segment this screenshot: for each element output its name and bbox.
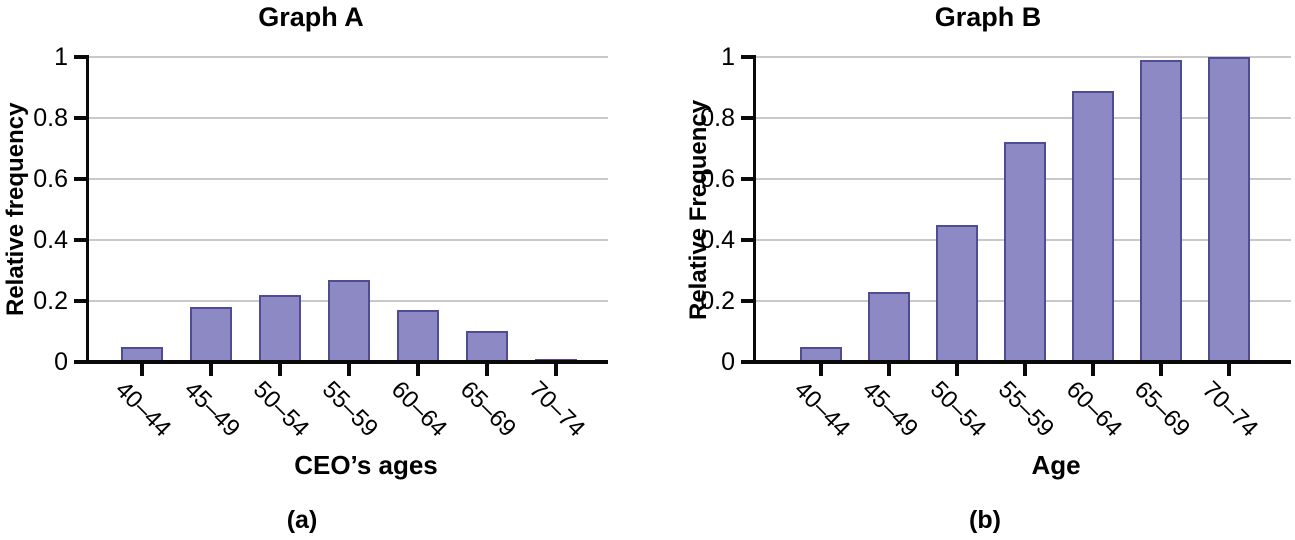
gridline	[755, 56, 1291, 58]
x-tick-label: 45–49	[856, 376, 924, 443]
histogram-bar	[259, 295, 301, 362]
subfigure-caption: (a)	[286, 506, 318, 534]
histogram-bar	[1140, 60, 1182, 362]
gridline	[88, 117, 608, 119]
histogram-bar	[800, 347, 842, 362]
y-axis-line	[753, 55, 756, 364]
y-tick-label: 0.4	[700, 226, 735, 254]
y-tick-label: 1	[54, 43, 68, 71]
histogram-bar	[936, 225, 978, 362]
x-axis-tick	[819, 364, 823, 376]
x-axis-tick	[278, 364, 282, 376]
x-axis-line	[74, 360, 608, 364]
gridline	[755, 117, 1291, 119]
histogram-bar	[328, 280, 370, 362]
y-tick-label: 0.2	[33, 287, 68, 315]
x-axis-tick	[1091, 364, 1095, 376]
y-axis-tick	[74, 238, 88, 242]
x-axis-tick	[554, 364, 558, 376]
x-axis-tick	[347, 364, 351, 376]
y-axis-line	[86, 55, 89, 364]
x-tick-label: 60–64	[385, 376, 453, 443]
x-tick-label: 40–44	[109, 376, 177, 443]
gridline	[88, 239, 608, 241]
y-axis-tick	[74, 177, 88, 181]
y-axis-tick	[74, 116, 88, 120]
y-tick-label: 0.6	[33, 165, 68, 193]
y-tick-label: 0.8	[700, 104, 735, 132]
x-tick-label: 50–54	[924, 376, 992, 443]
x-tick-label: 65–69	[1128, 376, 1196, 443]
y-tick-label: 1	[721, 43, 735, 71]
y-axis-tick	[741, 116, 755, 120]
y-axis-tick	[741, 55, 755, 59]
y-tick-label: 0.6	[700, 165, 735, 193]
x-tick-label: 50–54	[247, 376, 315, 443]
histogram-bar	[1072, 91, 1114, 362]
histogram-bar	[397, 310, 439, 362]
y-axis-tick	[74, 299, 88, 303]
x-axis-tick	[209, 364, 213, 376]
x-axis-tick	[1227, 364, 1231, 376]
gridline	[88, 56, 608, 58]
y-tick-label: 0	[54, 348, 68, 376]
histogram-bar	[1004, 142, 1046, 362]
x-tick-label: 65–69	[454, 376, 522, 443]
histogram-bar	[190, 307, 232, 362]
x-axis-tick	[485, 364, 489, 376]
x-axis-label: Age	[1031, 450, 1081, 480]
histogram-bar	[466, 331, 508, 362]
x-tick-label: 60–64	[1060, 376, 1128, 443]
x-axis-tick	[1023, 364, 1027, 376]
subfigure-caption: (b)	[969, 506, 1001, 534]
histogram-bar	[868, 292, 910, 362]
y-axis-tick	[741, 177, 755, 181]
chart-title: Graph A	[258, 2, 364, 32]
x-tick-label: 40–44	[788, 376, 856, 443]
y-axis-tick	[741, 299, 755, 303]
x-axis-line	[741, 360, 1291, 364]
x-tick-label: 70–74	[523, 376, 591, 443]
x-tick-label: 45–49	[178, 376, 246, 443]
y-tick-label: 0.4	[33, 226, 68, 254]
x-tick-label: 70–74	[1196, 376, 1264, 443]
y-tick-label: 0.8	[33, 104, 68, 132]
y-tick-label: 0	[721, 348, 735, 376]
x-axis-label: CEO’s ages	[294, 450, 438, 480]
histogram-bar	[121, 347, 163, 362]
x-tick-label: 55–59	[992, 376, 1060, 443]
y-tick-label: 0.2	[700, 287, 735, 315]
x-axis-tick	[887, 364, 891, 376]
x-axis-tick	[140, 364, 144, 376]
y-axis-tick	[741, 238, 755, 242]
gridline	[88, 178, 608, 180]
x-axis-tick	[955, 364, 959, 376]
x-tick-label: 55–59	[316, 376, 384, 443]
y-axis-tick	[74, 55, 88, 59]
x-axis-tick	[1159, 364, 1163, 376]
x-axis-tick	[416, 364, 420, 376]
histogram-bar	[1208, 57, 1250, 362]
chart-title: Graph B	[934, 2, 1042, 32]
